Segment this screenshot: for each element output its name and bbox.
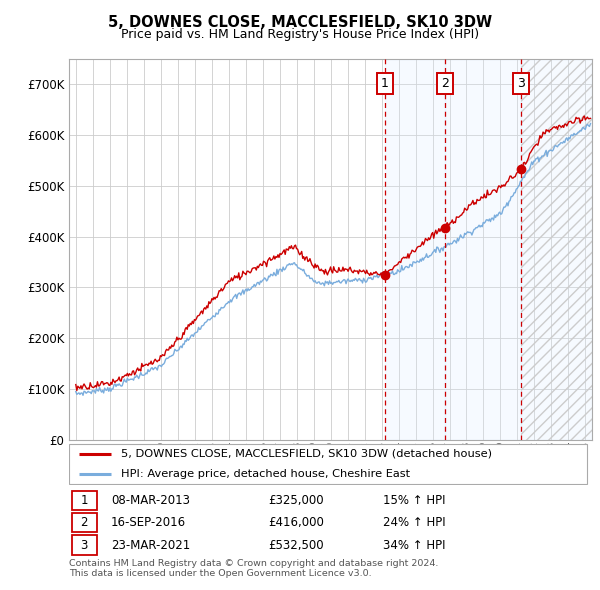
Text: 34% ↑ HPI: 34% ↑ HPI bbox=[383, 539, 445, 552]
Text: 08-MAR-2013: 08-MAR-2013 bbox=[111, 494, 190, 507]
Text: Price paid vs. HM Land Registry's House Price Index (HPI): Price paid vs. HM Land Registry's House … bbox=[121, 28, 479, 41]
Text: 5, DOWNES CLOSE, MACCLESFIELD, SK10 3DW (detached house): 5, DOWNES CLOSE, MACCLESFIELD, SK10 3DW … bbox=[121, 448, 493, 458]
Text: 2: 2 bbox=[441, 77, 449, 90]
Text: 15% ↑ HPI: 15% ↑ HPI bbox=[383, 494, 445, 507]
Text: 24% ↑ HPI: 24% ↑ HPI bbox=[383, 516, 446, 529]
FancyBboxPatch shape bbox=[71, 535, 97, 555]
Text: 5, DOWNES CLOSE, MACCLESFIELD, SK10 3DW: 5, DOWNES CLOSE, MACCLESFIELD, SK10 3DW bbox=[108, 15, 492, 30]
Text: £532,500: £532,500 bbox=[268, 539, 323, 552]
Text: Contains HM Land Registry data © Crown copyright and database right 2024.
This d: Contains HM Land Registry data © Crown c… bbox=[69, 559, 439, 578]
Bar bbox=[521, 59, 592, 440]
Text: 1: 1 bbox=[380, 77, 389, 90]
Text: 1: 1 bbox=[80, 494, 88, 507]
Text: £325,000: £325,000 bbox=[268, 494, 323, 507]
FancyBboxPatch shape bbox=[69, 444, 587, 484]
Text: 16-SEP-2016: 16-SEP-2016 bbox=[111, 516, 186, 529]
Bar bbox=[521, 59, 592, 440]
Text: 3: 3 bbox=[517, 77, 526, 90]
FancyBboxPatch shape bbox=[71, 513, 97, 533]
Bar bbox=[385, 59, 445, 440]
Text: £416,000: £416,000 bbox=[268, 516, 323, 529]
FancyBboxPatch shape bbox=[71, 491, 97, 510]
Text: 23-MAR-2021: 23-MAR-2021 bbox=[111, 539, 190, 552]
Bar bbox=[445, 59, 521, 440]
Text: HPI: Average price, detached house, Cheshire East: HPI: Average price, detached house, Ches… bbox=[121, 469, 410, 479]
Text: 3: 3 bbox=[80, 539, 88, 552]
Text: 2: 2 bbox=[80, 516, 88, 529]
